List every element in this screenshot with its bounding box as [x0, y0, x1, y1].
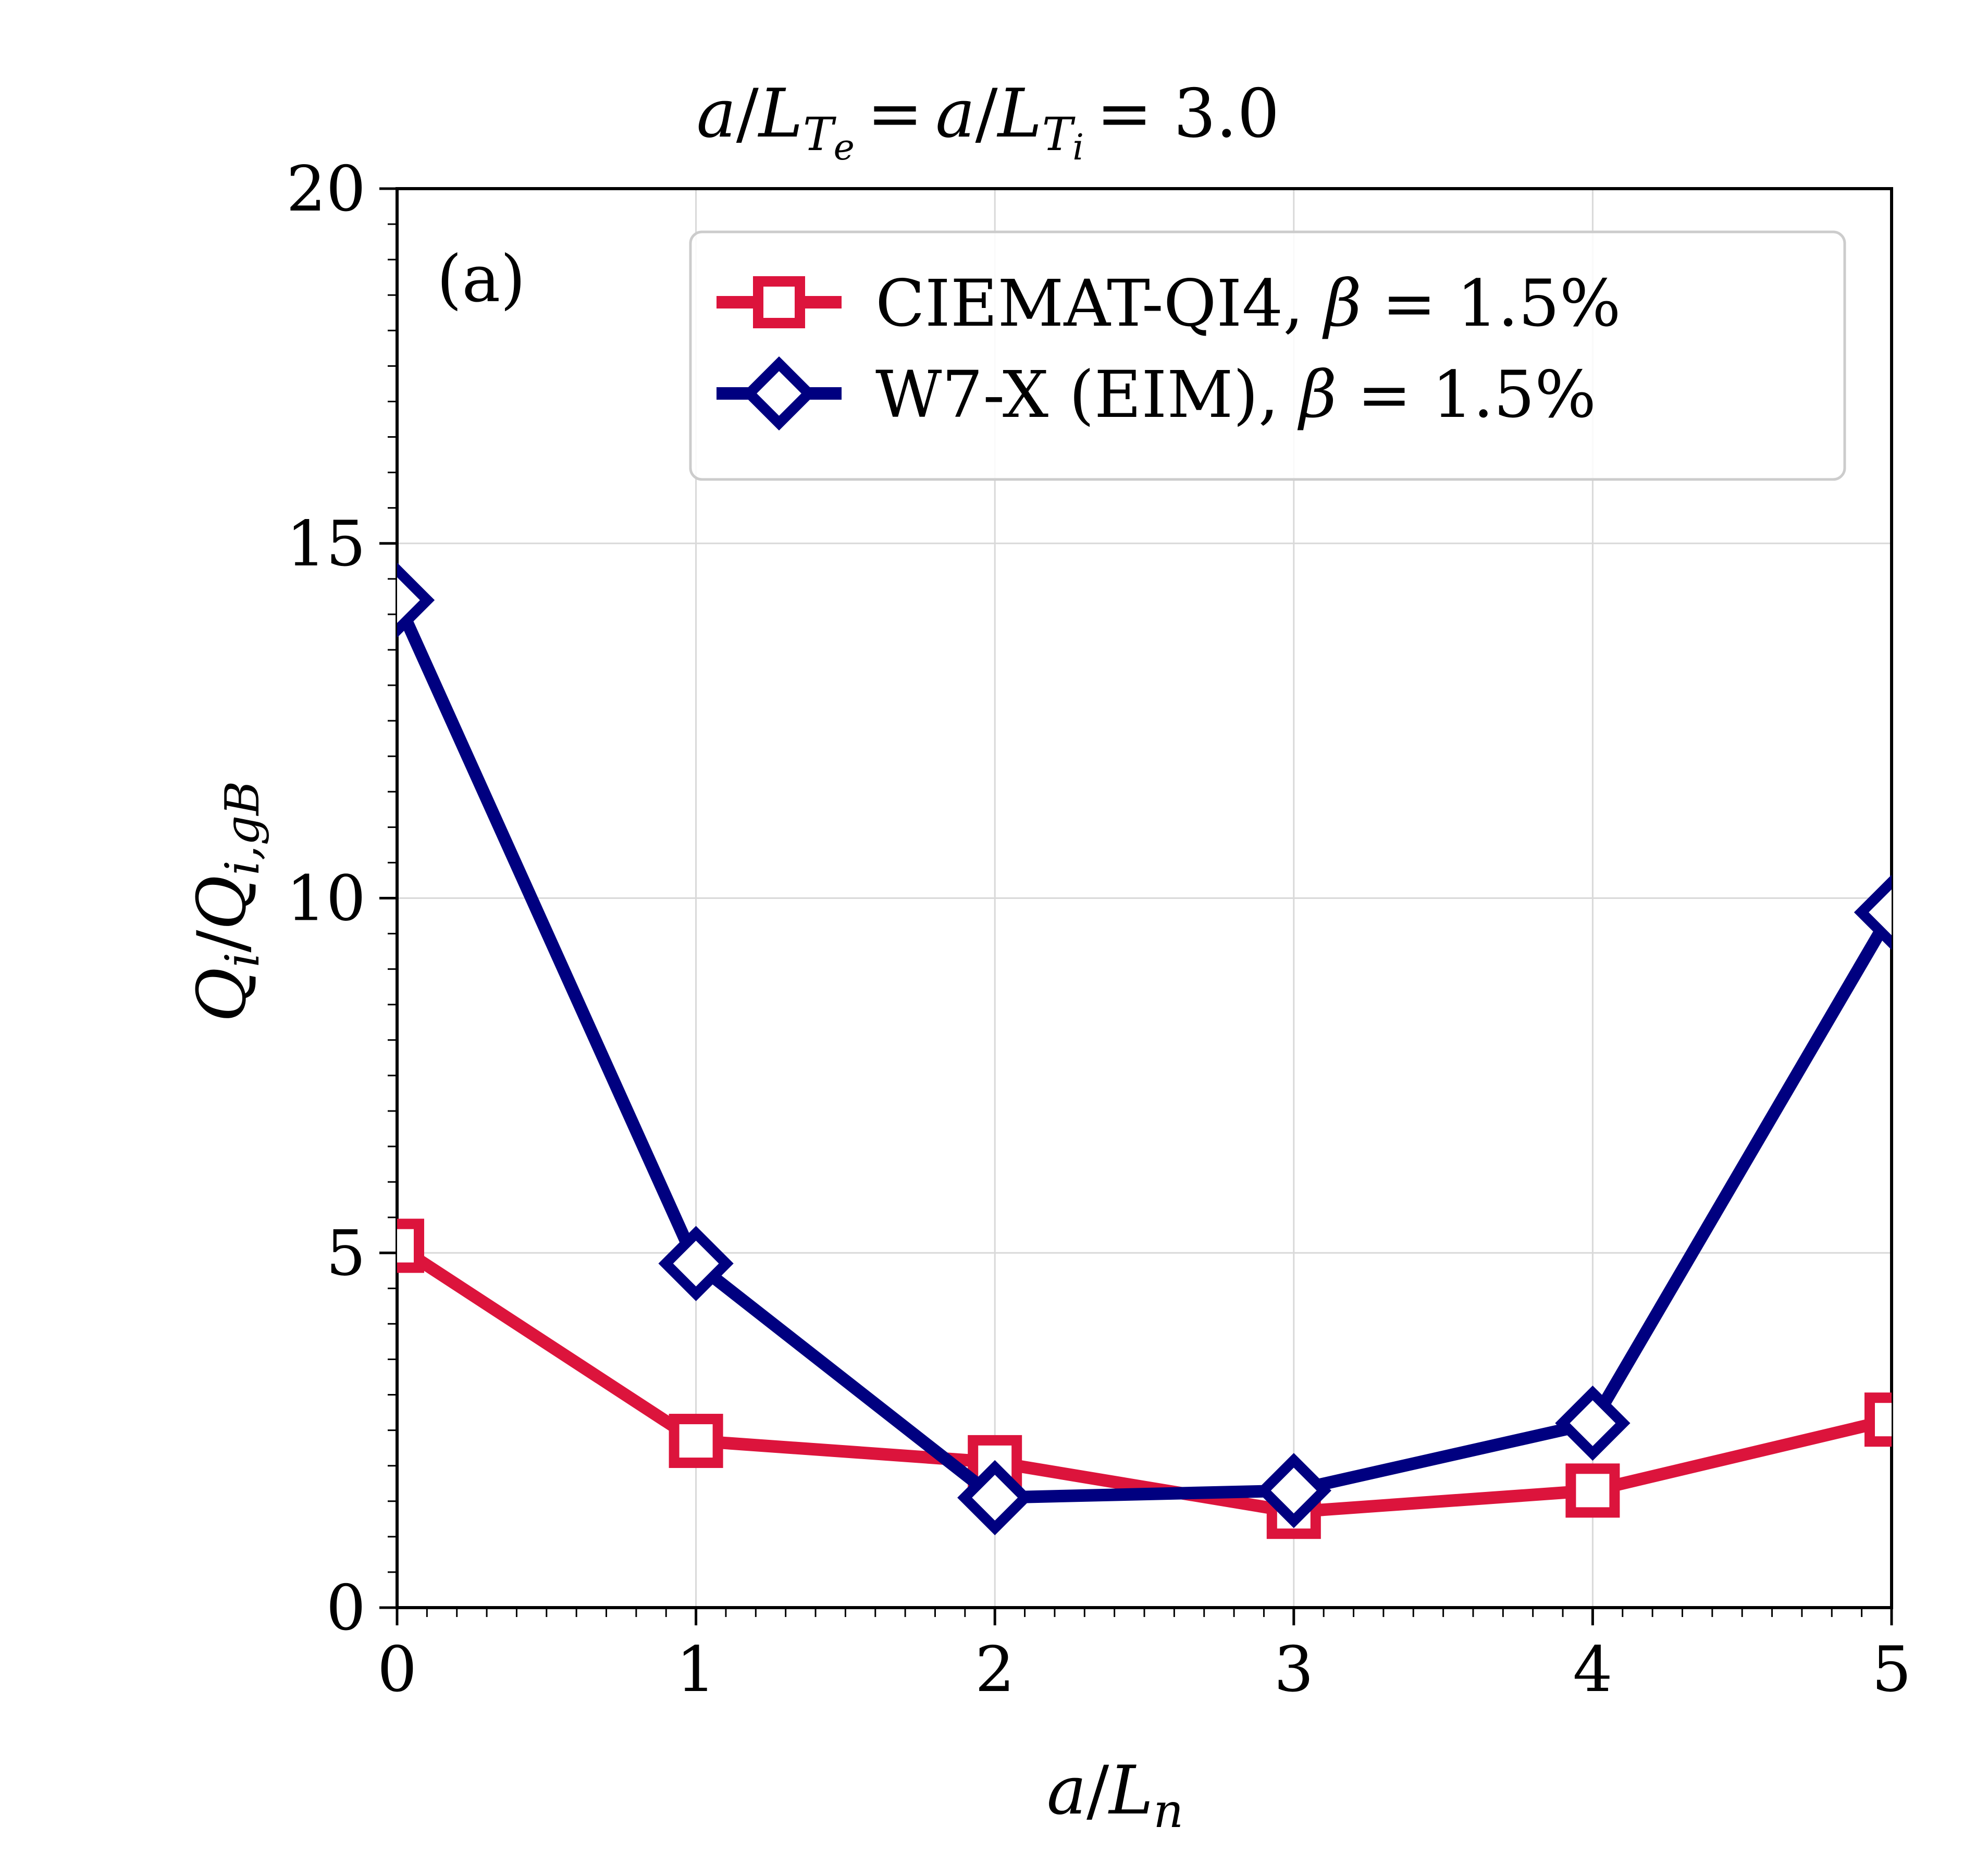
chart-title: a/LTe = a/LTi = 3.0 [696, 75, 1279, 168]
x-tick-label: 0 [377, 1634, 417, 1706]
x-tick-label: 3 [1274, 1634, 1314, 1706]
series-0 [397, 1218, 1892, 1539]
legend-entry-w7x: W7-X (EIM), β = 1.5% [717, 356, 1596, 433]
x-axis-label: a/Ln [1047, 1752, 1183, 1838]
data-point-square [669, 1414, 723, 1468]
data-point-square [397, 1218, 424, 1273]
x-tick-label: 2 [975, 1634, 1015, 1706]
data-point-square [1864, 1392, 1892, 1447]
series-line [397, 1240, 1892, 1519]
data-point-diamond [1854, 874, 1892, 950]
legend-marker-diamond [742, 356, 817, 431]
y-tick-label: 0 [326, 1572, 366, 1645]
series-1 [397, 562, 1892, 1536]
y-tick-label: 15 [286, 508, 366, 581]
x-tick-label: 1 [676, 1634, 715, 1706]
data-point-diamond [957, 1460, 1033, 1536]
legend-box [689, 230, 1846, 481]
data-point-diamond [1256, 1453, 1331, 1528]
series-layer [397, 562, 1892, 1539]
axis-ticks [379, 187, 1893, 1625]
legend-label-ciemat: CIEMAT-QI4, β = 1.5% [875, 266, 1621, 341]
y-tick-label: 5 [326, 1217, 366, 1290]
data-point-square [1565, 1463, 1620, 1518]
y-axis-label: Qi/Qi,gB [183, 781, 270, 1022]
data-point-diamond [397, 562, 435, 638]
x-tick-labels: 0 1 2 3 4 5 [377, 1634, 1911, 1706]
data-point-diamond [1555, 1385, 1631, 1461]
x-tick-label: 4 [1573, 1634, 1612, 1706]
legend: CIEMAT-QI4, β = 1.5% W7-X (EIM), β = 1.5… [689, 230, 1846, 481]
series-line [397, 597, 1892, 1504]
legend-marker-square [753, 276, 805, 328]
legend-entry-ciemat: CIEMAT-QI4, β = 1.5% [717, 266, 1621, 341]
data-point-diamond [658, 1226, 734, 1301]
x-tick-label: 5 [1872, 1634, 1911, 1706]
y-tick-labels: 0 5 10 15 20 [286, 153, 366, 1645]
y-tick-label: 10 [286, 863, 366, 935]
panel-label: (a) [437, 242, 526, 317]
legend-label-w7x: W7-X (EIM), β = 1.5% [875, 357, 1596, 433]
y-tick-label: 20 [286, 153, 366, 226]
